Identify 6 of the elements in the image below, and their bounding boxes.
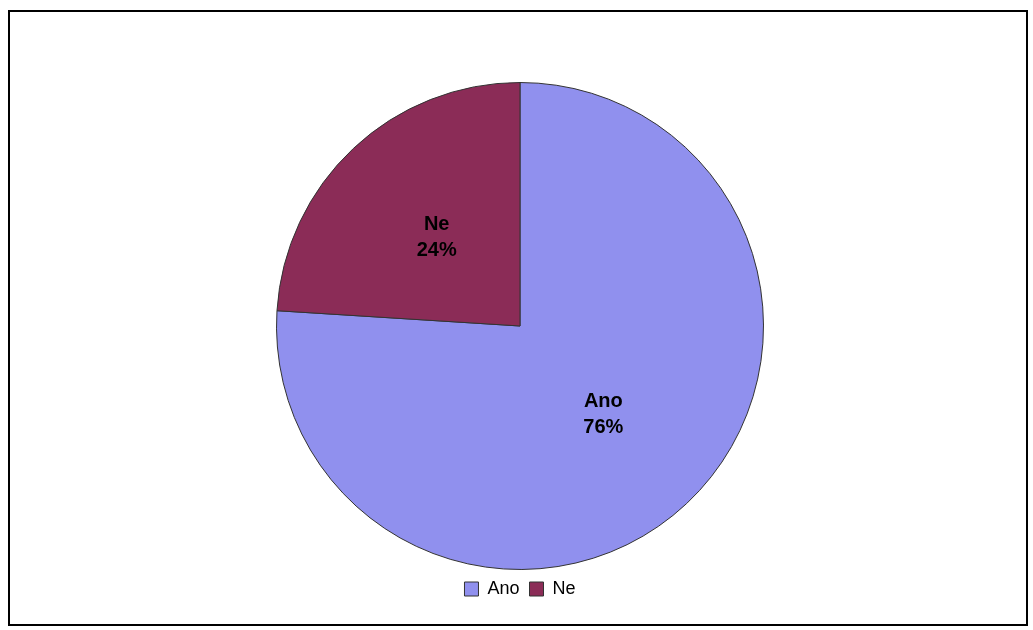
legend-label: Ne (552, 577, 576, 598)
data-label: 76% (583, 415, 624, 438)
slice-label: Ne (423, 211, 450, 234)
data-label: 24% (416, 237, 457, 260)
slice-label: Ano (583, 389, 623, 412)
legend-label: Ano (487, 577, 520, 598)
